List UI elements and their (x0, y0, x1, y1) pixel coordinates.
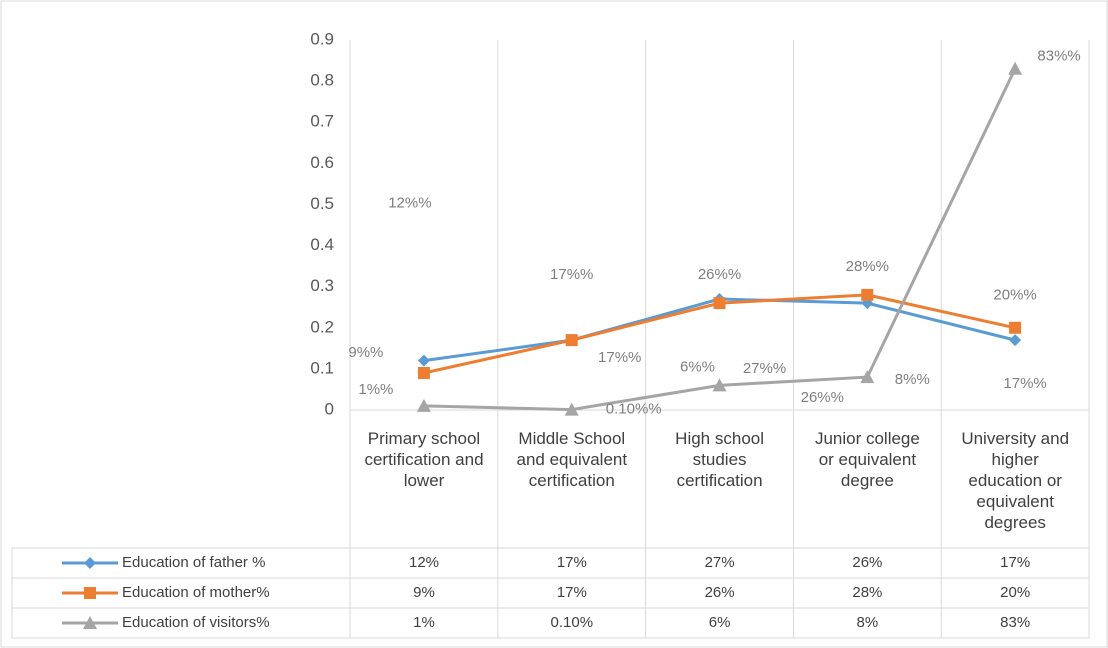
data-label: 0.10%% (606, 401, 662, 418)
marker (712, 378, 727, 392)
x-tick-label: University and higher education or equiv… (961, 429, 1070, 532)
y-tick-label: 0.3 (310, 276, 334, 295)
table-cell: 28% (852, 584, 883, 601)
table-cell: 0.10% (550, 614, 594, 631)
table-cell: 1% (413, 614, 435, 631)
data-label: 28%% (846, 258, 889, 275)
marker (1009, 321, 1022, 334)
marker (713, 297, 726, 310)
marker (564, 402, 579, 416)
data-label: 6%% (680, 358, 715, 375)
x-tick-label: Middle School and equivalent certificati… (516, 429, 628, 490)
data-label: 17%% (598, 349, 641, 366)
data-label: 9%% (348, 344, 383, 361)
data-label: 8%% (895, 371, 930, 388)
legend-label: Education of father % (122, 554, 266, 571)
table-cell: 17% (556, 584, 587, 601)
data-label: 17%% (550, 266, 593, 283)
marker (565, 334, 578, 347)
table-cell: 27% (704, 554, 735, 571)
data-label: 27%% (743, 360, 786, 377)
table-cell: 83% (1000, 614, 1031, 631)
table-cell: 17% (1000, 554, 1031, 571)
table-cell: 6% (708, 614, 731, 631)
data-label: 17%% (1003, 375, 1046, 392)
table-cell: 12% (408, 554, 440, 571)
marker (416, 398, 431, 412)
data-label: 1%% (358, 381, 393, 398)
y-tick-label: 0.6 (310, 153, 334, 172)
x-tick-label: Junior college or equivalent degree (814, 429, 920, 490)
y-tick-label: 0 (325, 399, 334, 418)
data-label: 20%% (993, 287, 1036, 304)
x-tick-label: Primary school certification and lower (364, 429, 484, 490)
marker (84, 587, 96, 599)
y-tick-label: 0.4 (310, 235, 334, 254)
legend-label: Education of mother% (122, 584, 270, 601)
y-tick-label: 0.5 (310, 194, 334, 213)
table-cell: 26% (704, 584, 735, 601)
table-cell: 17% (556, 554, 587, 571)
y-tick-label: 0.9 (310, 29, 334, 48)
data-label: 26%% (698, 266, 741, 283)
table-cell: 8% (856, 614, 879, 631)
marker (1009, 334, 1022, 347)
marker (84, 557, 96, 569)
y-tick-label: 0.2 (310, 317, 334, 336)
marker (83, 616, 97, 629)
data-label: 12%% (388, 195, 431, 212)
marker (1008, 61, 1023, 75)
x-tick-label: High school studies certification (675, 429, 764, 490)
legend-label: Education of visitors% (122, 614, 270, 631)
data-label: 26%% (801, 389, 844, 406)
marker (860, 370, 875, 384)
marker (861, 288, 874, 301)
y-tick-label: 0.8 (310, 71, 334, 90)
y-tick-label: 0.7 (310, 112, 334, 131)
table-cell: 20% (1000, 584, 1031, 601)
marker (417, 354, 430, 367)
table-cell: 9% (413, 584, 435, 601)
y-tick-label: 0.1 (310, 358, 334, 377)
series-line (423, 68, 1017, 412)
table-cell: 26% (852, 554, 883, 571)
data-label: 83%% (1037, 48, 1080, 65)
marker (417, 367, 430, 379)
